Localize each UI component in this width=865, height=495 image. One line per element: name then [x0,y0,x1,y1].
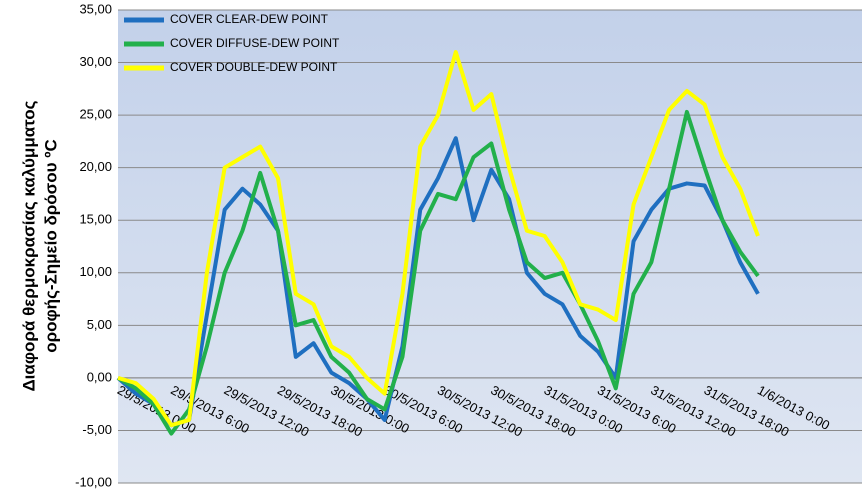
y-tick-label: -10,00 [75,474,112,489]
y-tick-label: 0,00 [87,369,112,384]
y-tick-label: -5,00 [82,422,112,437]
y-tick-label: 30,00 [79,54,112,69]
y-tick-label: 25,00 [79,107,112,122]
series-line [116,136,760,428]
y-tick-label: 15,00 [79,212,112,227]
legend-label: COVER CLEAR-DEW POINT [170,12,329,26]
legend-label: COVER DOUBLE-DEW POINT [170,60,338,74]
y-axis-title: Διαφορά θερμοκρασίας καλύμματος [19,100,38,391]
y-tick-label: 10,00 [79,264,112,279]
series-line [116,109,760,436]
series-line [117,50,760,428]
y-axis-title: οροφής-Σημείο δρόσου ºC [41,139,60,353]
legend-label: COVER DIFFUSE-DEW POINT [170,36,340,50]
y-tick-label: 5,00 [87,317,112,332]
y-tick-label: 35,00 [79,1,112,16]
y-tick-label: 20,00 [79,159,112,174]
